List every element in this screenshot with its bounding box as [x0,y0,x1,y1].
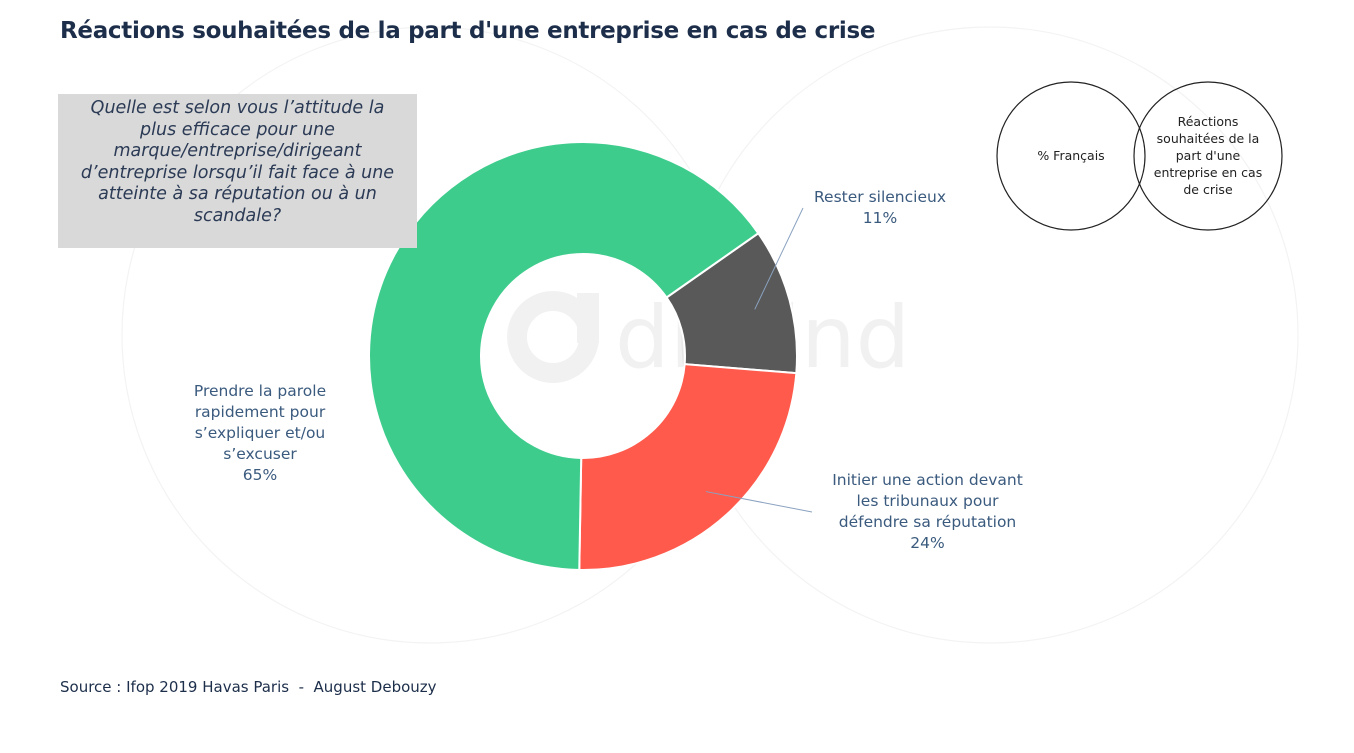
slice-label-speak: Prendre la parole rapidement pour s’expl… [170,381,350,486]
donut-chart [368,141,798,571]
slice-label-court-line-2: les tribunaux pour [856,492,999,510]
slice-label-silent: Rester silencieux 11% [790,187,970,229]
slice-label-silent-line-1: Rester silencieux [813,188,946,206]
legend-circle-topic [1133,81,1283,231]
slice-label-court-line-1: Initier une action devant [832,471,1023,489]
leader-line-court [705,491,813,513]
slice-label-speak-line-2: rapidement pour [194,403,326,421]
slice-value-speak: 65% [242,466,278,484]
leader-lines [705,207,813,513]
slice-label-speak-line-1: Prendre la parole [193,382,327,400]
slice-label-speak-line-4: s’excuser [223,445,297,463]
survey-question: Quelle est selon vous l’attitude la plus… [58,94,417,248]
legend-label-topic: Réactions souhaitées de la part d'une en… [1153,114,1263,197]
chart-title: Réactions souhaitées de la part d'une en… [60,18,876,44]
slice-label-court: Initier une action devant les tribunaux … [800,470,1055,554]
source-note: Source : Ifop 2019 Havas Paris - August … [60,678,437,696]
slice-value-silent: 11% [862,209,898,227]
slice-label-speak-line-3: s’expliquer et/ou [194,424,326,442]
leader-line-silent [754,207,804,310]
slice-label-court-line-3: défendre sa réputation [838,513,1017,531]
donut-slice-court [578,363,798,571]
donut-slice-speak [368,141,760,571]
slice-value-court: 24% [910,534,945,552]
legend-circle-percent [996,81,1146,231]
legend-label-percent: % Français [1037,148,1105,163]
